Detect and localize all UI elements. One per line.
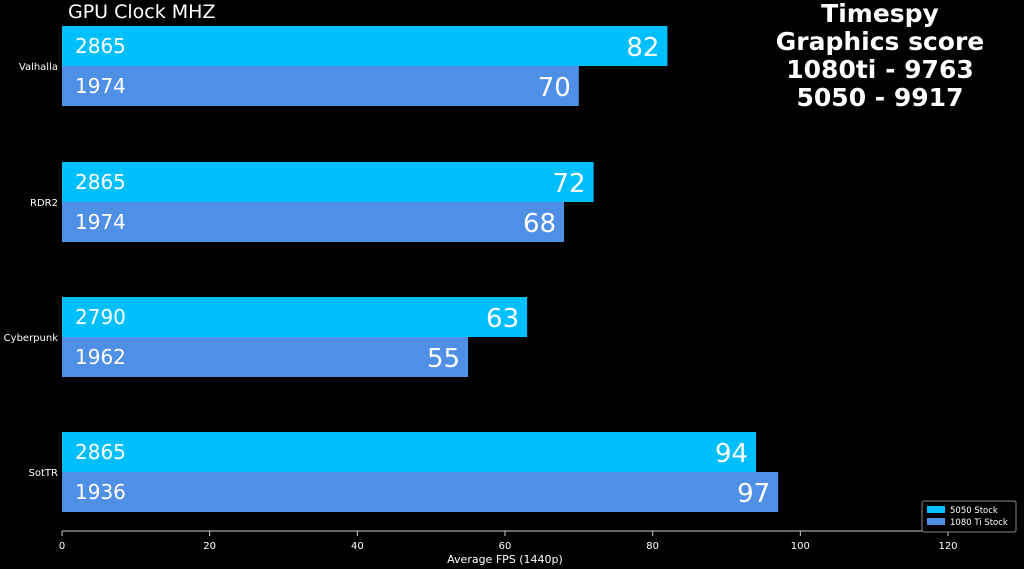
y-tick-label: Cyberpunk bbox=[4, 333, 59, 344]
bar-value-label: 97 bbox=[737, 479, 770, 509]
x-tick-label: 120 bbox=[938, 541, 957, 552]
x-tick-label: 40 bbox=[351, 541, 364, 552]
bar-clock-label: 2865 bbox=[75, 440, 126, 464]
bar-value-label: 68 bbox=[523, 209, 556, 239]
x-tick-label: 60 bbox=[499, 541, 512, 552]
bar-value-label: 55 bbox=[427, 344, 460, 374]
x-tick-label: 20 bbox=[203, 541, 216, 552]
x-tick-label: 100 bbox=[791, 541, 810, 552]
timespy-score-box: Timespy Graphics score 1080ti - 9763 505… bbox=[760, 0, 1000, 112]
score-line: 1080ti - 9763 bbox=[786, 55, 974, 84]
legend-box bbox=[921, 500, 1017, 533]
y-tick-label: Valhalla bbox=[19, 62, 58, 73]
bar-value-label: 70 bbox=[538, 73, 571, 103]
bar bbox=[62, 202, 565, 242]
bar-clock-label: 1962 bbox=[75, 345, 126, 369]
score-line: Timespy bbox=[821, 0, 939, 28]
bar-clock-label: 1936 bbox=[75, 480, 126, 504]
bar-value-label: 63 bbox=[486, 304, 519, 334]
bar-value-label: 72 bbox=[553, 169, 586, 199]
x-tick-label: 80 bbox=[646, 541, 659, 552]
bar-clock-label: 1974 bbox=[75, 210, 126, 234]
bar-value-label: 94 bbox=[715, 439, 748, 469]
score-line: Graphics score bbox=[775, 27, 985, 56]
bar-clock-label: 2865 bbox=[75, 34, 126, 58]
bar bbox=[62, 337, 469, 377]
bar bbox=[62, 432, 757, 472]
bar-clock-label: 1974 bbox=[75, 74, 126, 98]
gpu-clock-heading: GPU Clock MHZ bbox=[68, 1, 216, 23]
bar-value-label: 82 bbox=[626, 33, 659, 63]
y-tick-label: RDR2 bbox=[30, 198, 58, 209]
bar bbox=[62, 66, 579, 106]
bar bbox=[62, 297, 528, 337]
score-line: 5050 - 9917 bbox=[796, 83, 964, 112]
bar bbox=[62, 26, 668, 66]
bar bbox=[62, 162, 594, 202]
x-axis-label: Average FPS (1440p) bbox=[447, 553, 563, 566]
bar bbox=[62, 472, 779, 512]
bar-clock-label: 2865 bbox=[75, 170, 126, 194]
bar-clock-label: 2790 bbox=[75, 305, 126, 329]
legend-swatch bbox=[927, 518, 945, 525]
y-tick-label: SotTR bbox=[29, 468, 58, 479]
legend-label: 5050 Stock bbox=[950, 506, 998, 516]
legend-label: 1080 Ti Stock bbox=[950, 518, 1008, 528]
x-tick-label: 0 bbox=[59, 541, 65, 552]
legend-swatch bbox=[927, 506, 945, 513]
